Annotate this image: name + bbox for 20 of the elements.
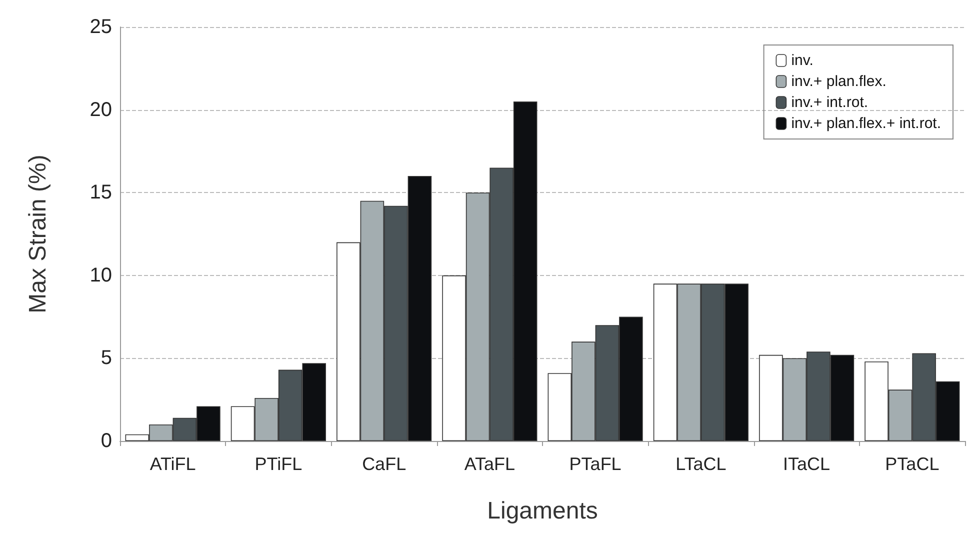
x-axis-title: Ligaments [487, 498, 598, 524]
y-tick-label: 25 [90, 16, 112, 38]
x-tick-label: PTiFL [254, 454, 302, 474]
legend-label: inv.+ plan.flex.+ int.rot. [791, 115, 942, 132]
x-tick-label: PTaCL [885, 454, 940, 474]
x-tick-label: LTaCL [676, 454, 726, 474]
x-tick-label: PTaFL [569, 454, 622, 474]
x-tick-label: ATiFL [150, 454, 196, 474]
legend-label: inv. [791, 52, 814, 69]
y-tick-label: 0 [100, 430, 112, 452]
x-tick-label: ATaFL [464, 454, 516, 474]
x-tick-label: ITaCL [783, 454, 830, 474]
x-tick-label: CaFL [362, 454, 406, 474]
legend-label: inv.+ plan.flex. [791, 73, 886, 90]
y-tick-label: 20 [90, 98, 112, 121]
y-tick-label: 15 [90, 182, 112, 204]
legend-label: inv.+ int.rot. [791, 94, 868, 111]
y-tick-label: 5 [100, 347, 112, 370]
y-tick-label: 10 [90, 264, 112, 286]
y-axis-title: Max Strain (%) [24, 154, 52, 314]
